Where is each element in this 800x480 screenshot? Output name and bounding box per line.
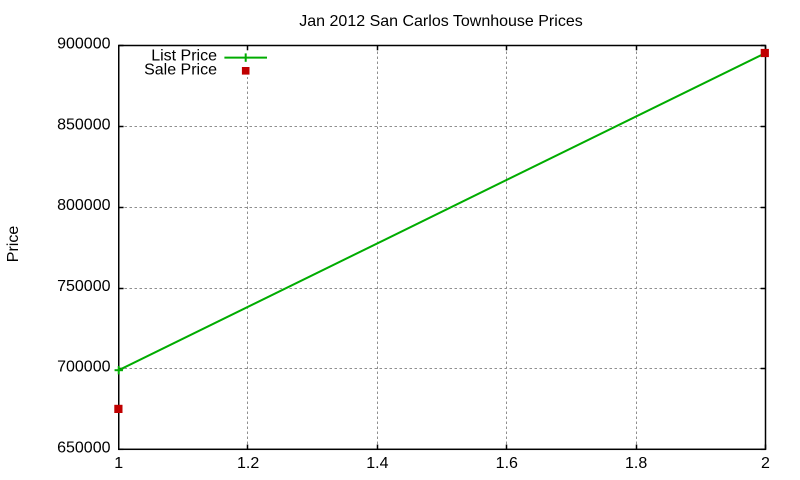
svg-text:1.6: 1.6 <box>496 455 518 472</box>
svg-text:Jan 2012 San Carlos Townhouse: Jan 2012 San Carlos Townhouse Prices <box>299 13 582 30</box>
svg-text:1: 1 <box>114 455 123 472</box>
svg-text:650000: 650000 <box>57 440 110 457</box>
svg-text:900000: 900000 <box>57 36 110 53</box>
svg-text:700000: 700000 <box>57 359 110 376</box>
svg-text:2: 2 <box>761 455 770 472</box>
svg-text:Sale Price: Sale Price <box>144 62 217 79</box>
svg-text:1.2: 1.2 <box>237 455 259 472</box>
svg-text:750000: 750000 <box>57 278 110 295</box>
svg-text:800000: 800000 <box>57 197 110 214</box>
svg-text:Price: Price <box>5 226 22 263</box>
svg-text:1.4: 1.4 <box>366 455 388 472</box>
svg-text:1.8: 1.8 <box>625 455 647 472</box>
svg-text:850000: 850000 <box>57 117 110 134</box>
svg-text:List Price: List Price <box>151 48 217 65</box>
